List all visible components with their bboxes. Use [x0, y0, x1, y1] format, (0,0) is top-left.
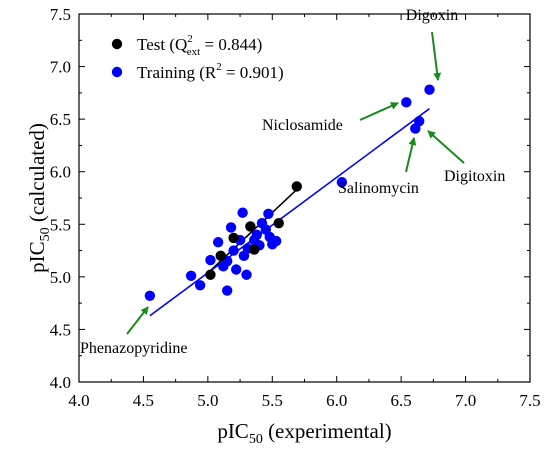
annotation-label: Salinomycin — [338, 180, 419, 197]
annotation-arrow — [359, 102, 399, 121]
data-point-training — [231, 264, 242, 275]
data-point-test — [245, 221, 256, 232]
data-point-training — [413, 116, 425, 127]
legend-label-test: Test (Q2 ext = 0.844) — [137, 33, 262, 58]
data-point-test — [249, 244, 260, 255]
data-point-training — [228, 245, 239, 256]
legend: Test (Q2 ext = 0.844) Training (R2 = 0.901… — [111, 33, 284, 82]
data-point-training — [401, 97, 412, 108]
legend-marker-test — [111, 38, 123, 50]
y-tick-label: 4.5 — [50, 320, 71, 339]
y-axis-label: pIC50 (calculated) — [25, 123, 53, 273]
data-point-test — [215, 250, 226, 262]
y-tick-label: 5.0 — [50, 268, 71, 287]
data-point-training — [212, 236, 224, 248]
annotation-arrow — [431, 31, 442, 81]
legend-marker-training — [111, 66, 123, 78]
annotation-arrow — [427, 130, 465, 164]
data-point-training — [237, 207, 248, 218]
data-point-test — [291, 181, 302, 192]
data-point-training — [241, 269, 252, 280]
y-tick-label: 6.0 — [50, 163, 71, 182]
data-point-training — [251, 229, 263, 240]
data-point-training — [221, 285, 233, 296]
legend-label-training: Training (R2 = 0.901) — [137, 61, 284, 82]
data-point-training — [194, 280, 206, 291]
data-point-training — [225, 222, 237, 233]
data-point-training — [263, 208, 274, 219]
data-point-training — [270, 235, 282, 247]
x-tick-label: 4.0 — [68, 391, 89, 410]
plot-area: 4.0 4.5 5.0 5.5 6.0 6.5 7.0 7.5 4.0 4.5 5.0 5.5 6.0 6… — [25, 5, 541, 447]
y-tick-label: 7.5 — [50, 5, 71, 24]
data-point-training — [144, 290, 156, 301]
data-point-training — [424, 84, 435, 95]
y-tick-label: 6.5 — [50, 110, 71, 129]
x-tick-label: 4.5 — [133, 391, 154, 410]
data-point-training — [205, 254, 216, 266]
y-tick-label: 5.5 — [50, 215, 71, 234]
x-axis-label: pIC50 (experimental) — [217, 419, 391, 447]
y-tick-label: 7.0 — [50, 58, 71, 77]
annotation-label: Phenazopyridine — [80, 340, 188, 357]
y-tick-label: 4.0 — [50, 373, 71, 392]
fit-line-training — [149, 107, 430, 317]
annotation-arrow — [126, 306, 149, 335]
x-tick-label: 6.5 — [391, 391, 412, 410]
annotation-label: Digoxin — [406, 7, 458, 24]
data-point-training — [185, 270, 197, 282]
x-tick-label: 5.0 — [197, 391, 218, 410]
x-tick-label: 7.5 — [519, 391, 540, 410]
annotation-label: Niclosamide — [262, 117, 343, 134]
data-point-training — [336, 177, 348, 188]
annotation-label: Digitoxin — [444, 168, 505, 185]
x-tick-label: 6.0 — [326, 391, 347, 410]
annotation-arrow — [405, 137, 417, 173]
x-tick-label: 7.0 — [455, 391, 476, 410]
x-tick-label: 5.5 — [262, 391, 283, 410]
data-point-test — [205, 269, 216, 280]
data-point-test — [273, 218, 284, 229]
data-point-test — [228, 232, 239, 244]
